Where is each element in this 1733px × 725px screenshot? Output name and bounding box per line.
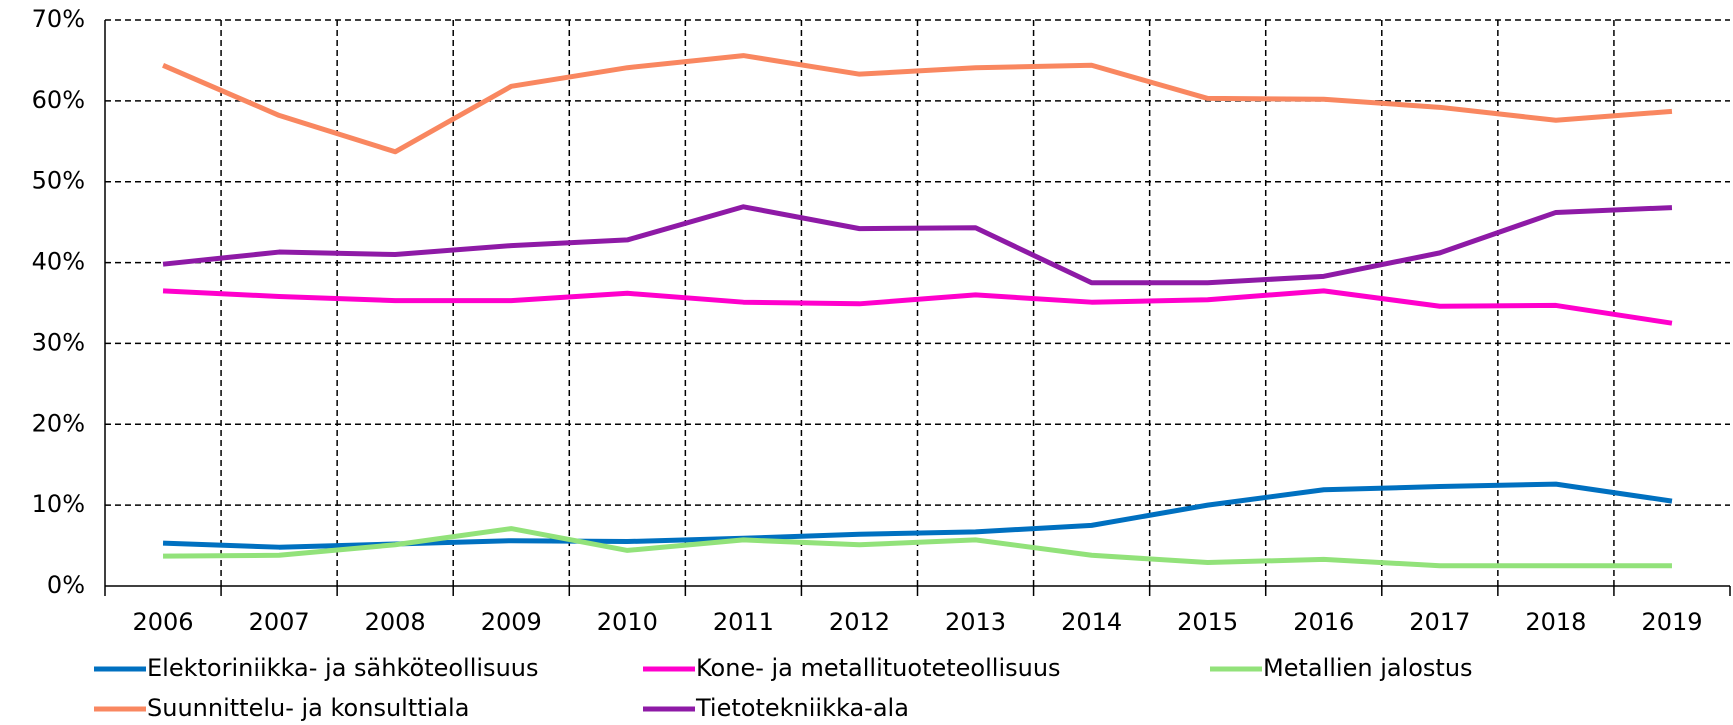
y-tick-label: 30%	[32, 328, 85, 356]
legend-label: Tietotekniikka-ala	[695, 694, 909, 722]
y-tick-label: 20%	[32, 409, 85, 437]
y-tick-label: 0%	[47, 571, 85, 599]
x-tick-label: 2007	[249, 608, 310, 636]
x-tick-label: 2014	[1061, 608, 1122, 636]
x-tick-label: 2006	[132, 608, 193, 636]
x-tick-label: 2016	[1293, 608, 1354, 636]
x-tick-label: 2011	[713, 608, 774, 636]
y-tick-label: 70%	[32, 5, 85, 33]
x-tick-label: 2008	[365, 608, 426, 636]
x-tick-label: 2009	[481, 608, 542, 636]
x-tick-label: 2018	[1525, 608, 1586, 636]
y-tick-label: 40%	[32, 248, 85, 276]
series-line	[163, 526, 1672, 569]
y-tick-label: 50%	[32, 167, 85, 195]
x-tick-label: 2012	[829, 608, 890, 636]
legend-label: Suunnittelu- ja konsulttiala	[147, 694, 469, 722]
x-tick-label: 2017	[1409, 608, 1470, 636]
legend-label: Elektoriniikka- ja sähköteollisuus	[147, 654, 539, 682]
legend-label: Kone- ja metallituoteteollisuus	[696, 654, 1061, 682]
series-line	[162, 53, 1673, 155]
y-tick-label: 60%	[32, 86, 85, 114]
x-tick-label: 2019	[1641, 608, 1702, 636]
series-line	[162, 288, 1673, 326]
x-tick-label: 2015	[1177, 608, 1238, 636]
x-tick-label: 2010	[597, 608, 658, 636]
legend-label: Metallien jalostus	[1263, 654, 1473, 682]
series-line	[162, 204, 1673, 286]
y-tick-label: 10%	[32, 490, 85, 518]
x-tick-label: 2013	[945, 608, 1006, 636]
